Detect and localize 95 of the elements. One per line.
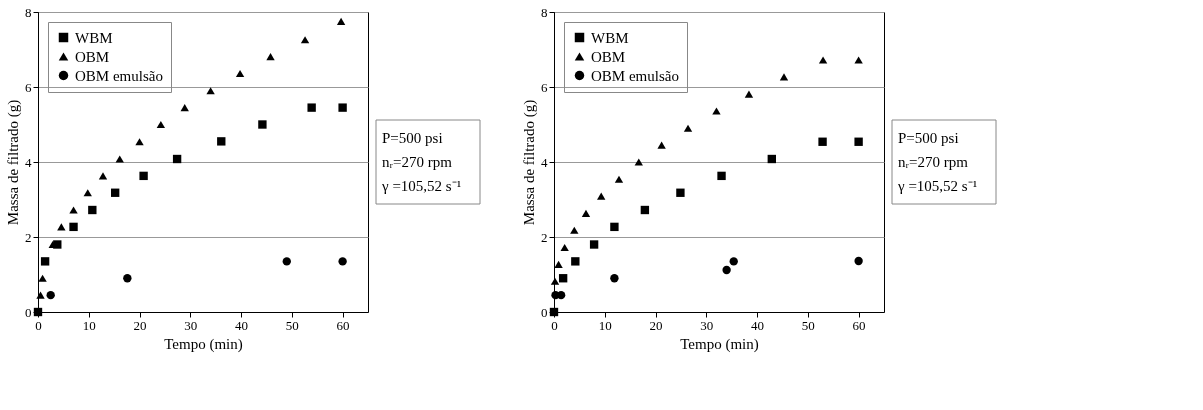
point (217, 137, 226, 146)
x-axis-title: Tempo (min) (164, 335, 243, 353)
y-axis-title: Massa de filtrado (g) (5, 99, 22, 226)
point (554, 260, 563, 268)
x-tick-label: 20 (649, 317, 663, 333)
x-tick-label: 30 (184, 317, 198, 333)
x-tick-label: 10 (598, 317, 612, 333)
point (634, 158, 643, 166)
text: γ =105,52 s⁻¹ (381, 178, 462, 194)
point (729, 257, 738, 266)
point (570, 226, 579, 234)
point (338, 103, 347, 112)
point (818, 137, 827, 146)
point (38, 274, 47, 282)
point (88, 205, 97, 215)
point (712, 107, 721, 115)
point (69, 222, 78, 232)
y-tick-label: 2 (25, 229, 32, 245)
point (854, 56, 863, 64)
point (610, 274, 619, 283)
text: P=500 psi (898, 130, 959, 146)
point (597, 192, 606, 200)
point (258, 120, 267, 129)
x-tick-label: 50 (285, 317, 299, 333)
text: P=500 psi (382, 130, 443, 146)
point (744, 90, 754, 98)
point (40, 257, 50, 266)
x-tick-label: 60 (336, 317, 350, 333)
point (676, 188, 685, 197)
legend-label: WBM (591, 29, 629, 46)
point (560, 243, 569, 252)
x-tick-label: 0 (35, 317, 42, 333)
legend-label: OBM emulsão (591, 67, 679, 84)
point (767, 154, 776, 164)
point (123, 274, 132, 283)
point (614, 175, 624, 183)
text: γ =105,52 s⁻¹ (897, 178, 978, 194)
point (336, 17, 346, 25)
point (610, 222, 619, 232)
text: nᵣ=270 rpm (382, 154, 453, 170)
point (558, 274, 568, 283)
point (115, 155, 124, 163)
legend-label: OBM emulsão (75, 67, 163, 84)
point (235, 69, 245, 78)
point (46, 290, 55, 300)
point (206, 87, 215, 95)
y-tick-label: 0 (541, 304, 548, 320)
point (172, 154, 182, 164)
y-tick-label: 0 (25, 304, 32, 320)
point (83, 189, 92, 197)
point (135, 138, 144, 146)
y-axis-title: Massa de filtrado (g) (521, 99, 538, 226)
point (282, 257, 291, 266)
x-tick-label: 60 (852, 317, 866, 333)
x-tick-label: 40 (235, 317, 249, 333)
y-tick-label: 8 (25, 4, 32, 20)
x-tick-label: 40 (751, 317, 765, 333)
point (180, 104, 189, 112)
y-tick-label: 4 (25, 154, 32, 170)
point (266, 53, 275, 61)
x-axis-title: Tempo (min) (680, 335, 759, 353)
point (818, 56, 828, 64)
point (722, 265, 731, 275)
x-tick-label: 30 (700, 317, 714, 333)
point (854, 256, 863, 266)
point (139, 171, 148, 181)
legend-label: OBM (75, 48, 110, 65)
point (36, 291, 45, 299)
point (683, 124, 693, 132)
point (854, 137, 863, 146)
point (110, 188, 120, 197)
x-tick-label: 0 (551, 317, 558, 333)
point (69, 206, 78, 214)
y-tick-label: 6 (541, 79, 548, 95)
x-tick-label: 20 (133, 317, 147, 333)
point (550, 277, 560, 285)
x-tick-label: 10 (82, 317, 96, 333)
legend-label: OBM (591, 48, 626, 65)
point (156, 120, 166, 129)
x-tick-label: 50 (801, 317, 815, 333)
point (300, 36, 310, 44)
point (589, 240, 599, 249)
y-tick-label: 8 (541, 4, 548, 20)
y-tick-label: 6 (25, 79, 32, 95)
point (657, 141, 666, 149)
point (571, 257, 580, 266)
point (307, 103, 316, 112)
legend-label: WBM (75, 29, 113, 46)
y-tick-label: 4 (541, 154, 548, 170)
text: nᵣ=270 rpm (898, 154, 969, 170)
y-tick-label: 2 (541, 229, 548, 245)
point (717, 171, 726, 181)
point (581, 209, 591, 217)
point (640, 205, 650, 215)
point (338, 257, 347, 266)
